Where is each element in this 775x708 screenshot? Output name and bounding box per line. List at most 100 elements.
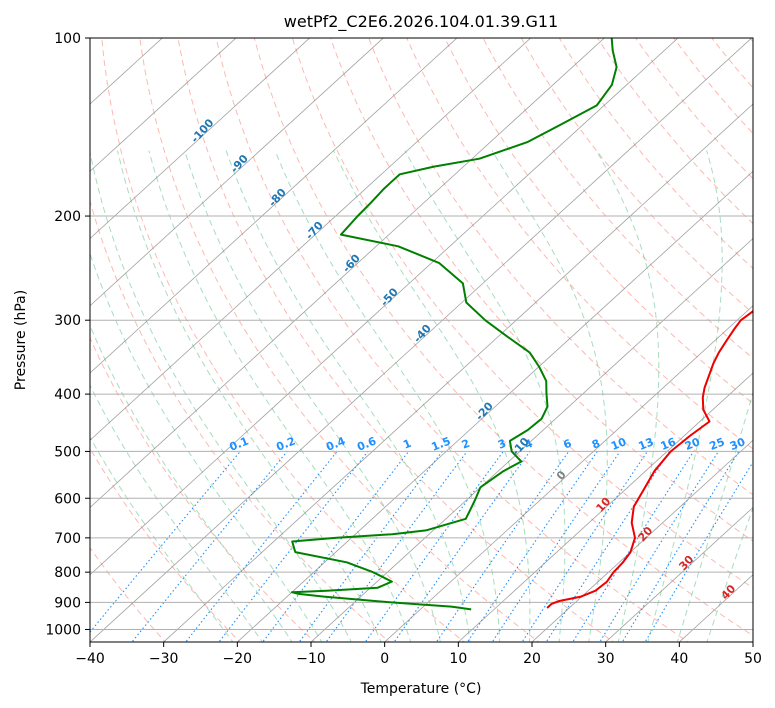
isotherm-label: -100 [188,116,216,145]
x-tick-label: 0 [380,651,389,667]
mixing-ratio-label: 6 [562,437,574,452]
mixing-ratio-label: 25 [708,435,727,453]
dry-adiabat [330,38,753,542]
temperature-line [546,309,753,609]
isotherm-label: -90 [228,152,251,176]
dry-adiabat [139,38,540,642]
mixing-ratio-label: 3 [496,437,508,452]
moist-adiabat [274,150,501,642]
isotherm-label: 20 [635,524,655,544]
y-tick-label: 700 [54,531,81,547]
isotherm-label: -50 [378,285,401,309]
x-tick-label: 10 [449,651,467,667]
x-tick-label: 50 [744,651,762,667]
moist-adiabat [90,436,234,642]
y-tick-label: 600 [54,491,81,507]
isotherm-line [457,372,753,642]
isotherm-label: -70 [303,219,326,243]
isotherm-label: 10 [593,495,613,515]
mixing-ratio-label: 20 [683,435,702,453]
x-tick-label: −40 [75,651,105,667]
moist-adiabat [333,150,531,642]
mixing-ratio-label: 2 [460,437,472,452]
moist-adiabat [117,150,382,642]
isotherm-line [90,38,605,509]
mixing-ratio-line [185,451,338,642]
y-tick-label: 400 [54,387,81,403]
isotherm-line [384,305,753,642]
moist-adiabat [225,150,471,642]
isotherm-line [90,38,679,576]
background-lines [90,11,775,645]
isotherm-line [678,574,753,642]
isotherm-line [310,237,753,642]
isotherm-label: -60 [340,251,363,275]
dry-adiabat [482,38,753,359]
x-tick-label: 20 [523,651,541,667]
mixing-ratio-line [218,451,369,642]
dry-adiabat [291,38,753,589]
mixing-ratio-label: 0.4 [324,434,347,453]
moist-adiabat [90,150,352,642]
mixing-ratio-line [644,461,753,642]
mixing-ratio-label: 16 [659,435,678,453]
mixing-ratio-line [466,451,598,642]
profile-series [290,38,753,611]
mixing-ratio-line [491,451,621,642]
mixing-ratio-label: 30 [728,435,747,453]
mixing-ratio-line [262,451,410,642]
isotherm-line [531,439,753,642]
mixing-ratio-line [364,451,504,642]
x-tick-label: −20 [223,651,253,667]
isotherm-line [752,641,753,642]
y-axis-title: Pressure (hPa) [13,290,29,390]
isotherm-line [90,38,311,240]
chart-title: wetPf2_C2E6.2026.104.01.39.G11 [284,12,558,32]
isotherm-label: 30 [676,553,696,573]
isotherm-line [236,170,753,642]
moist-adiabat [595,150,660,642]
dry-adiabat [444,38,753,405]
isotherm-label: -20 [473,399,496,423]
dry-adiabat [90,447,241,642]
mixing-ratio-label: 8 [590,437,602,452]
moist-adiabat [90,251,323,642]
y-tick-label: 200 [54,209,81,225]
mixing-ratio-line [325,451,468,642]
mixing-ratio-label: 0.6 [355,434,378,453]
isotherm-label: 0 [554,468,569,483]
y-axis: 1000 900 800 700 600 500 400 300 200 100 [45,31,90,638]
x-axis-title: Temperature (°C) [360,681,482,697]
mixing-ratio-line [435,451,570,642]
mixing-ratio-line [621,451,740,642]
y-tick-label: 800 [54,565,81,581]
dry-adiabat [596,38,753,225]
dry-adiabat [406,38,753,450]
dry-adiabat [90,199,391,642]
y-tick-label: 1000 [45,622,81,638]
dry-adiabat [711,38,753,89]
moist-adiabat [676,390,753,642]
mixing-ratio-line [393,451,531,642]
x-axis: −40 −30 −20 −10 0 10 20 30 40 50 [75,642,762,667]
moist-adiabat [491,150,608,642]
mixing-ratio-line [521,451,648,642]
dry-adiabat [673,38,753,135]
moist-adiabat [148,150,412,642]
mixing-ratio-line [298,451,443,642]
y-tick-label: 300 [54,313,81,329]
dry-adiabat [177,38,615,642]
x-tick-label: −10 [296,651,326,667]
isotherm-line [90,38,384,307]
isotherm-label: 40 [718,582,738,602]
mixing-ratio-line [131,451,288,642]
line-annotations: 0.1 0.2 0.4 0.6 1 1.5 2 3 4 6 8 10 13 16 20 25 30-100-90… [188,116,747,602]
dewpoint-line [290,38,618,611]
y-tick-label: 100 [54,31,81,47]
y-tick-label: 900 [54,595,81,611]
isotherm-line [163,103,753,642]
mixing-ratio-line [90,451,241,633]
dry-adiabat [766,11,775,645]
isotherm-line [90,38,458,374]
